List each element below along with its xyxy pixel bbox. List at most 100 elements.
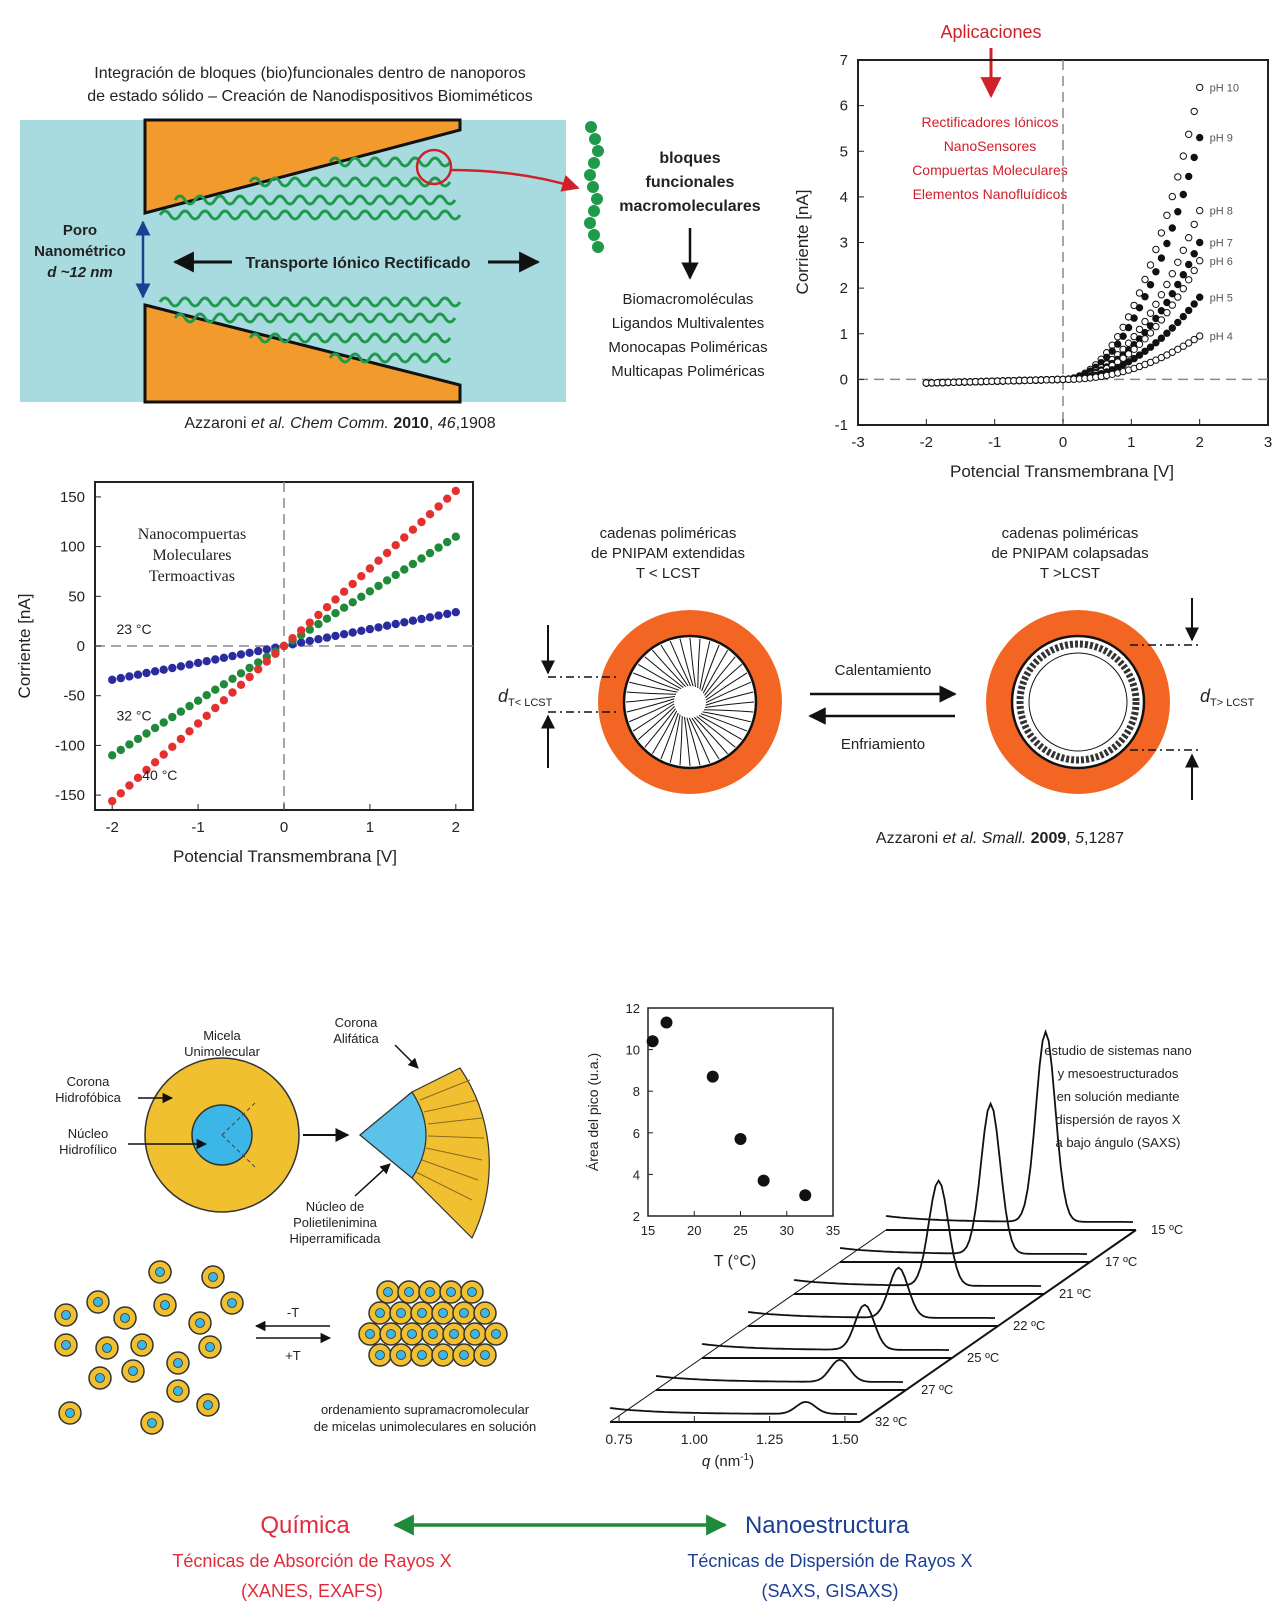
micelle-particle [130,1333,154,1357]
temp-xlabel: Potencial Transmembrana [V] [173,847,397,866]
ph-y-tick-label: 1 [840,326,848,343]
ph-x-tick-label: -1 [988,434,1001,451]
saxs-temp-label: 22 ºC [1013,1318,1045,1333]
temp-chart: -2 -1 0 1 2 150 100 50 0 -50 -100 -150 23 °C 32 °C 40… [15,481,474,866]
apps-item: NanoSensores [944,138,1037,154]
ph-point [1185,276,1193,284]
saxs-depth-axis-left [609,1229,887,1423]
ph-point [1124,350,1133,358]
temp-point [357,626,366,635]
temp-point [374,556,383,565]
ph-y-tick-label: 3 [840,235,848,252]
temp-point [314,610,323,620]
temp-point [228,688,237,697]
saxs-waterfall-chart: 15 ºC 17 ºC 21 ºC 22 ºC 25 ºC 27 ºC 32 ºC 0.75… [605,1028,1192,1470]
extended-chains [625,637,755,767]
temp-point [176,662,186,671]
ph-y-tick-label: 0 [840,371,848,388]
micelle-particle [368,1301,392,1325]
ph-series-label: pH 8 [1210,206,1233,218]
saxs-note-line: a bajo ángulo (SAXS) [1055,1135,1180,1150]
ph-point [1168,192,1177,201]
area-ylabel: Área del pico (u.a.) [585,1053,601,1171]
micelle-particle [431,1343,455,1367]
saxs-temp-label: 17 ºC [1105,1254,1137,1269]
polymer-chain [705,681,752,704]
apps-item: Compuertas Moleculares [912,162,1068,178]
ph-point [1190,250,1198,258]
saxs-trace [885,1028,1133,1223]
temp-title-2: Moleculares [152,547,231,564]
temp-point [142,765,151,775]
ph-point [1179,312,1188,321]
polymer-chain [700,713,748,732]
area-y-tick-label: 12 [626,1001,640,1016]
temp-point [228,651,237,661]
temp-point [159,718,168,727]
ph-point [1196,206,1204,215]
polymer-chain [652,649,686,687]
saxs-trace [839,1101,1087,1255]
saxs-note-line: estudio de sistemas nano [1044,1043,1191,1058]
temp-point [400,565,409,574]
saxs-trace [747,1266,995,1319]
micelle-particle [376,1280,400,1304]
temp-y-tick-label: 50 [68,588,85,605]
nucleo-p-pointer [354,1163,391,1197]
polymer-brush-lower [158,296,462,364]
ph-point [1146,261,1155,269]
ph-point [1179,152,1188,160]
ph-point [1157,316,1166,324]
micelle-particle [397,1280,421,1304]
ph-point [1141,335,1149,343]
temp-point [185,701,194,711]
polymer-chain [626,691,677,695]
area-x-tick-label: 30 [780,1223,794,1238]
ph-point [1163,280,1171,289]
temp-series-1 [108,532,460,760]
temp-point [417,614,426,624]
saxs-x-tick-label: 1.00 [681,1431,708,1447]
ph-point [1174,345,1182,353]
micelle-particle [473,1343,497,1367]
ph-y-tick-label: 6 [840,98,848,115]
polymer-chain [660,712,679,760]
temp-y-tick-label: 100 [60,539,85,556]
temp-point [425,613,435,622]
polymer-chain [686,717,701,766]
ph-point [1141,293,1149,301]
micelle-particle [54,1303,78,1327]
ph-point [1163,239,1171,248]
temp-point [417,554,426,563]
abs-line-1: Técnicas de Absorción de Rayos X [172,1551,451,1571]
temp-point [365,564,375,573]
ph-point [1146,329,1155,337]
ph-point [1157,254,1166,262]
saxs-temp-label: 25 ºC [967,1350,999,1365]
temp-point [348,579,357,589]
temp-point [236,669,246,678]
temp-point [176,707,186,716]
ph-y-tick-label: -1 [835,417,848,434]
dispersed-micelles [54,1260,244,1435]
pore-label-1: Poro [63,222,97,239]
polymer-chain [628,700,675,723]
ph-series-label: pH 7 [1210,238,1233,250]
temp-point [193,658,203,668]
ph-point [1135,340,1144,348]
polymer-chain [644,656,684,688]
polymer-chain [684,716,691,767]
polymer-chain [704,701,755,708]
temp-y-tick-label: -150 [55,787,85,804]
temp-point [133,773,143,782]
area-point [734,1133,747,1146]
micelle-particle [166,1379,190,1403]
temp-point [408,559,418,569]
saxs-trace [609,1400,857,1415]
temp-point [202,711,211,720]
temp-point [374,581,383,591]
saxs-x-tick-label: 1.25 [756,1431,783,1447]
micelle-particle [460,1280,484,1304]
saxs-trace [655,1358,903,1383]
ph-point [1168,348,1177,356]
